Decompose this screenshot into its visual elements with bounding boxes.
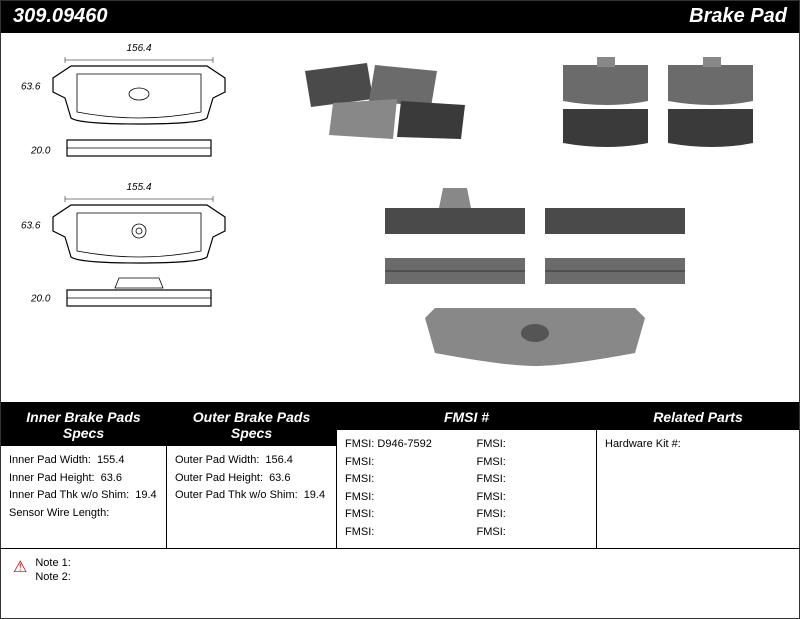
note-2: Note 2:: [35, 571, 70, 583]
outer-pad-front-view: 155.4 63.6: [49, 182, 229, 270]
spec-row: Inner Pad Thk w/o Shim:19.4: [9, 487, 158, 505]
warning-icon: ⚠: [13, 557, 27, 577]
pad-photo-edge-stack: [365, 178, 705, 383]
part-number: 309.09460: [13, 5, 108, 28]
specs-bar: Inner Brake Pads Specs Inner Pad Width:1…: [1, 403, 799, 549]
spec-row: Inner Pad Height:63.6: [9, 470, 158, 488]
dim-height-top: 63.6: [21, 82, 40, 93]
header-bar: 309.09460 Brake Pad: [1, 1, 799, 33]
outer-specs-column: Outer Brake Pads Specs Outer Pad Width:1…: [167, 404, 337, 548]
fmsi-column: FMSI # FMSI: D946-7592 FMSI: FMSI: FMSI:…: [337, 404, 597, 548]
diagram-area: 156.4 63.6 20.0 155.4 63.6: [1, 33, 799, 403]
dim-height-bottom: 63.6: [21, 221, 40, 232]
related-parts-column: Related Parts Hardware Kit #:: [597, 404, 799, 548]
pad-photo-back: [553, 51, 773, 156]
spec-row: Outer Pad Thk w/o Shim:19.4: [175, 487, 328, 505]
fmsi-header: FMSI #: [337, 404, 596, 430]
dim-thickness-top: 20.0: [31, 145, 50, 156]
photo-views: [269, 43, 791, 398]
dim-width-top: 156.4: [49, 43, 229, 54]
spec-row: Hardware Kit #:: [605, 436, 791, 454]
spec-row: Sensor Wire Length:: [9, 505, 158, 523]
related-parts-header: Related Parts: [597, 404, 799, 430]
dim-width-bottom: 155.4: [49, 182, 229, 193]
inner-specs-header: Inner Brake Pads Specs: [1, 404, 166, 446]
spec-row: Inner Pad Width:155.4: [9, 452, 158, 470]
engineering-drawings: 156.4 63.6 20.0 155.4 63.6: [9, 43, 269, 398]
note-1: Note 1:: [35, 557, 70, 569]
dim-thickness-bottom: 20.0: [31, 294, 50, 305]
inner-specs-column: Inner Brake Pads Specs Inner Pad Width:1…: [1, 404, 167, 548]
outer-specs-header: Outer Brake Pads Specs: [167, 404, 336, 446]
notes-area: ⚠ Note 1: Note 2:: [1, 549, 799, 591]
spec-row: Outer Pad Height:63.6: [175, 470, 328, 488]
part-type: Brake Pad: [689, 5, 787, 28]
spec-row: Outer Pad Width:156.4: [175, 452, 328, 470]
inner-pad-side-view: 20.0: [59, 137, 219, 164]
outer-pad-side-view: 20.0: [59, 276, 219, 315]
pad-photo-angled: [297, 51, 497, 156]
inner-pad-front-view: 156.4 63.6: [49, 43, 229, 131]
